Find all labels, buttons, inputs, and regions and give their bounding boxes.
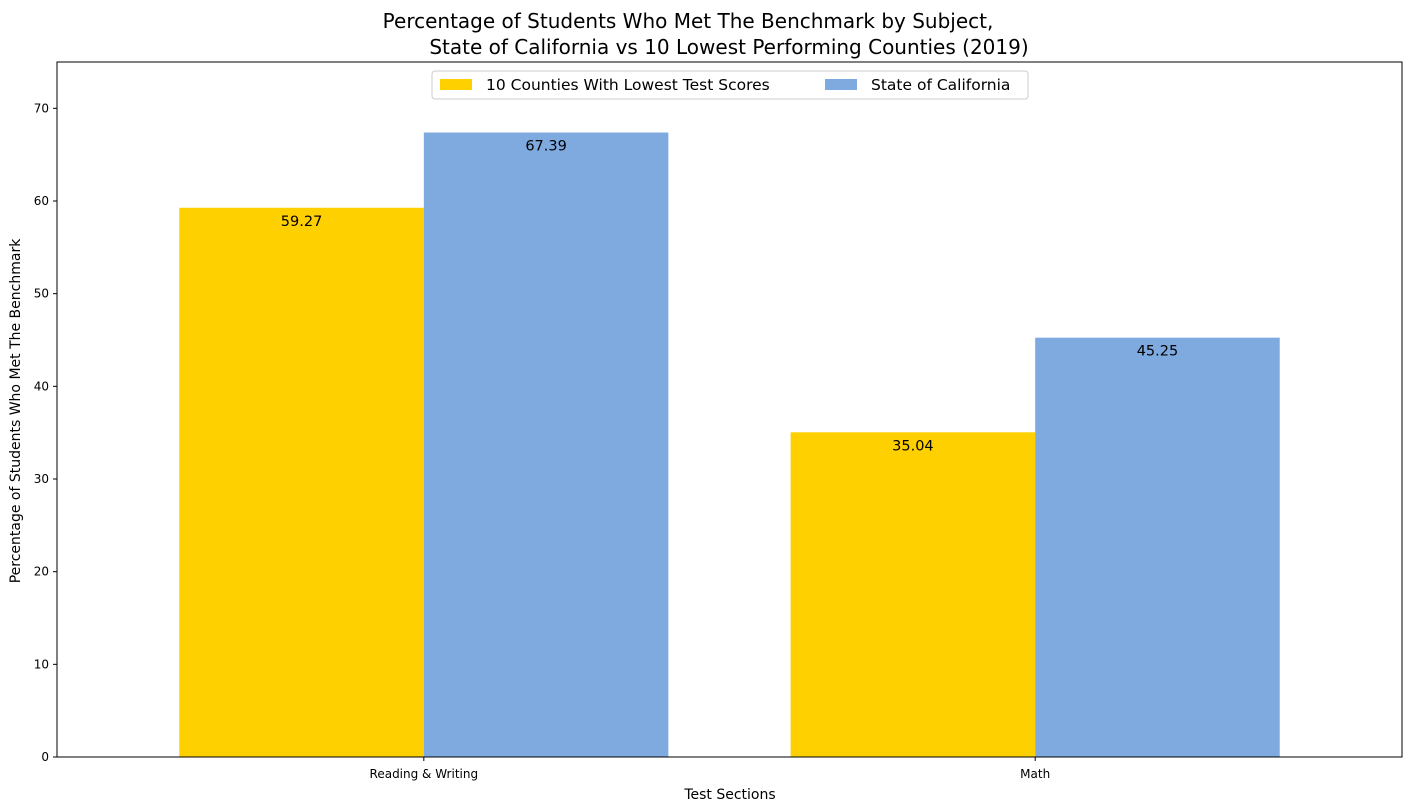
legend-label-california: State of California — [871, 76, 1010, 94]
bar-lowest-counties-0 — [179, 207, 424, 758]
y-tick-label: 40 — [34, 379, 49, 393]
y-tick-label: 70 — [34, 101, 49, 115]
value-label-lowest-counties-0: 59.27 — [281, 214, 323, 230]
legend-label-lowest-counties: 10 Counties With Lowest Test Scores — [486, 76, 770, 94]
legend-box — [431, 70, 1029, 100]
legend: 10 Counties With Lowest Test Scores Stat… — [431, 70, 1029, 100]
value-label-california-1: 45.25 — [1137, 344, 1179, 360]
legend-swatch-california — [825, 79, 857, 90]
x-axis-ticks: Reading & Writing Math — [370, 757, 1050, 781]
y-tick-label: 0 — [41, 750, 49, 764]
y-axis-label: Percentage of Students Who Met The Bench… — [8, 238, 24, 583]
y-tick-label: 20 — [34, 565, 49, 579]
value-label-california-0: 67.39 — [525, 139, 567, 155]
y-tick-label: 50 — [34, 287, 49, 301]
bar-california-0 — [423, 132, 669, 757]
plot-frame — [56, 61, 1403, 758]
chart-title-line-1: Percentage of Students Who Met The Bench… — [383, 9, 994, 33]
value-label-lowest-counties-1: 35.04 — [892, 438, 934, 454]
x-tick-label: Math — [1020, 767, 1050, 781]
y-axis-ticks: 0 10 20 30 40 50 60 70 — [34, 101, 57, 764]
chart-title-line-2: State of California vs 10 Lowest Perform… — [429, 35, 1028, 59]
value-labels: 59.27 35.04 67.39 45.25 — [281, 139, 1178, 455]
bar-lowest-counties-1 — [790, 432, 1036, 757]
bar-california-1 — [1035, 337, 1280, 757]
legend-swatch-lowest-counties — [440, 79, 472, 90]
y-tick-label: 30 — [34, 472, 49, 486]
bars-layer — [179, 132, 1280, 758]
y-tick-label: 60 — [34, 194, 49, 208]
x-axis-label: Test Sections — [683, 787, 775, 803]
x-tick-label: Reading & Writing — [370, 767, 479, 781]
y-tick-label: 10 — [34, 657, 49, 671]
